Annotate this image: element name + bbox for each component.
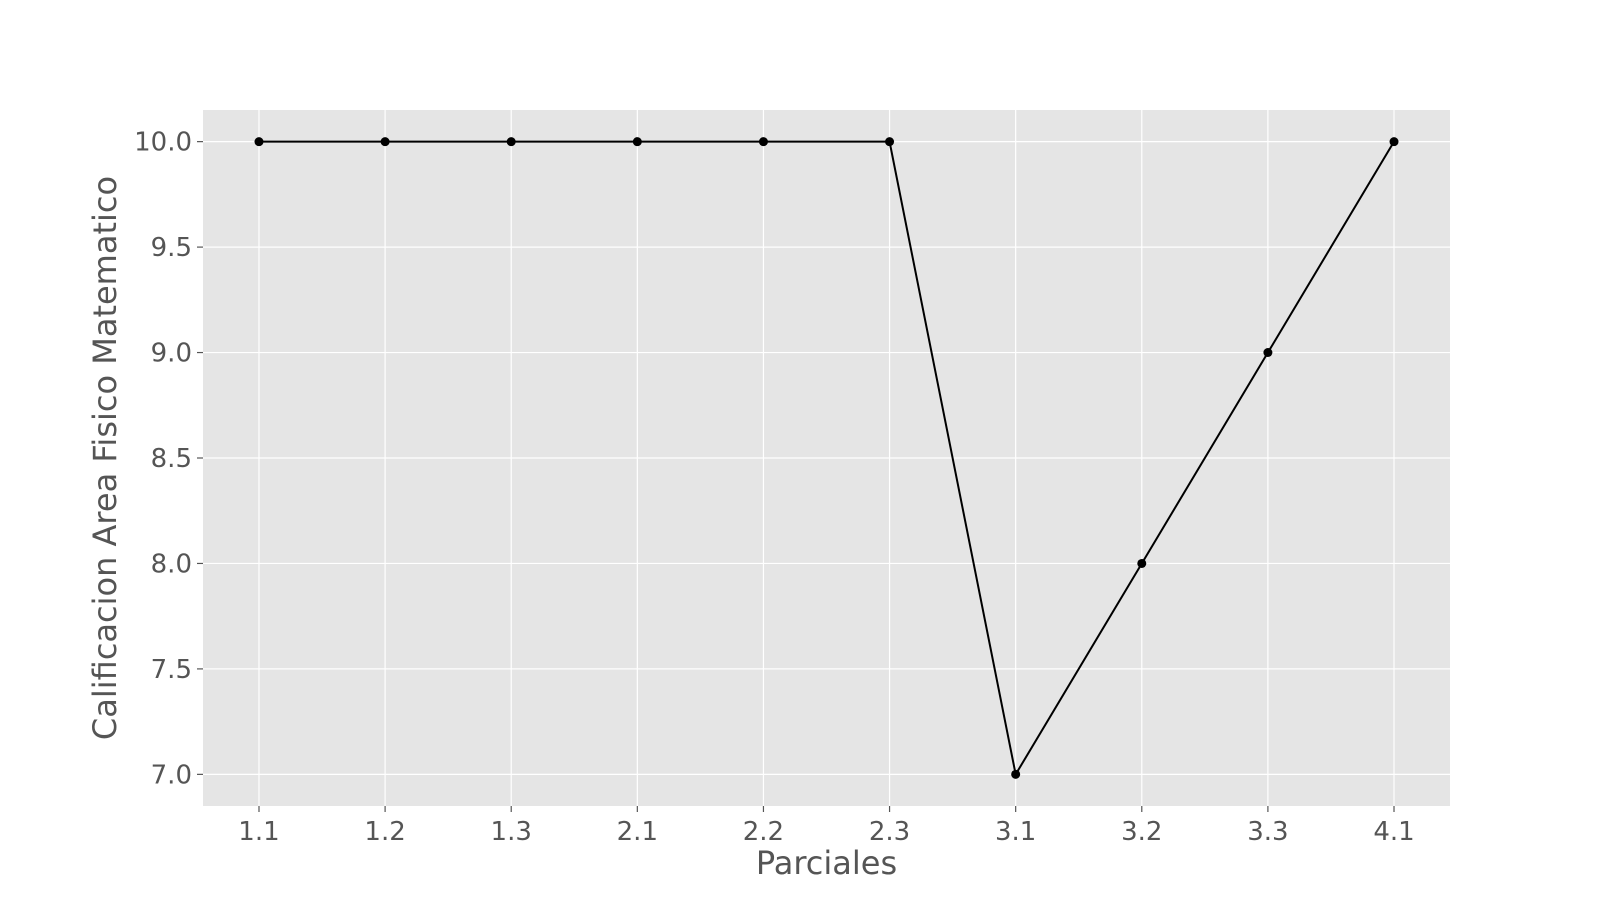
data-point <box>1389 137 1399 147</box>
y-axis-title: Calificacion Area Fisico Matematico <box>86 176 124 740</box>
x-tick-label: 3.3 <box>1247 817 1288 847</box>
y-tick-label: 8.0 <box>151 549 192 579</box>
series-group <box>254 137 1399 779</box>
series-line <box>258 140 1395 778</box>
x-tick-label: 2.1 <box>617 817 658 847</box>
y-tick-label: 10.0 <box>134 128 192 158</box>
x-tick-label: 1.3 <box>491 817 532 847</box>
y-tick-label: 9.0 <box>151 339 192 369</box>
x-tick-label: 3.2 <box>1121 817 1162 847</box>
x-tick-label: 2.3 <box>869 817 910 847</box>
data-point <box>885 137 895 147</box>
y-tick-label: 7.0 <box>151 760 192 790</box>
y-tick-label: 8.5 <box>151 444 192 474</box>
y-tick-label: 9.5 <box>151 233 192 263</box>
data-point <box>1137 558 1147 568</box>
x-tick-label: 1.2 <box>364 817 405 847</box>
x-tick-label: 2.2 <box>743 817 784 847</box>
data-point <box>632 137 642 147</box>
axis-ticks: 7.0 7.5 8.0 8.5 9.0 9.5 10.0 1.1 1.2 1.3 2.1 2.2 2.3… <box>134 128 1415 847</box>
data-point <box>506 137 516 147</box>
grid-lines <box>203 110 1450 806</box>
x-tick-label: 1.1 <box>238 817 279 847</box>
x-axis-title: Parciales <box>756 844 897 882</box>
x-tick-label: 3.1 <box>995 817 1036 847</box>
data-point <box>1263 348 1273 358</box>
data-point <box>1011 769 1021 779</box>
x-tick-label: 4.1 <box>1373 817 1414 847</box>
data-point <box>254 137 264 147</box>
data-point <box>758 137 768 147</box>
data-point <box>380 137 390 147</box>
y-tick-label: 7.5 <box>151 655 192 685</box>
